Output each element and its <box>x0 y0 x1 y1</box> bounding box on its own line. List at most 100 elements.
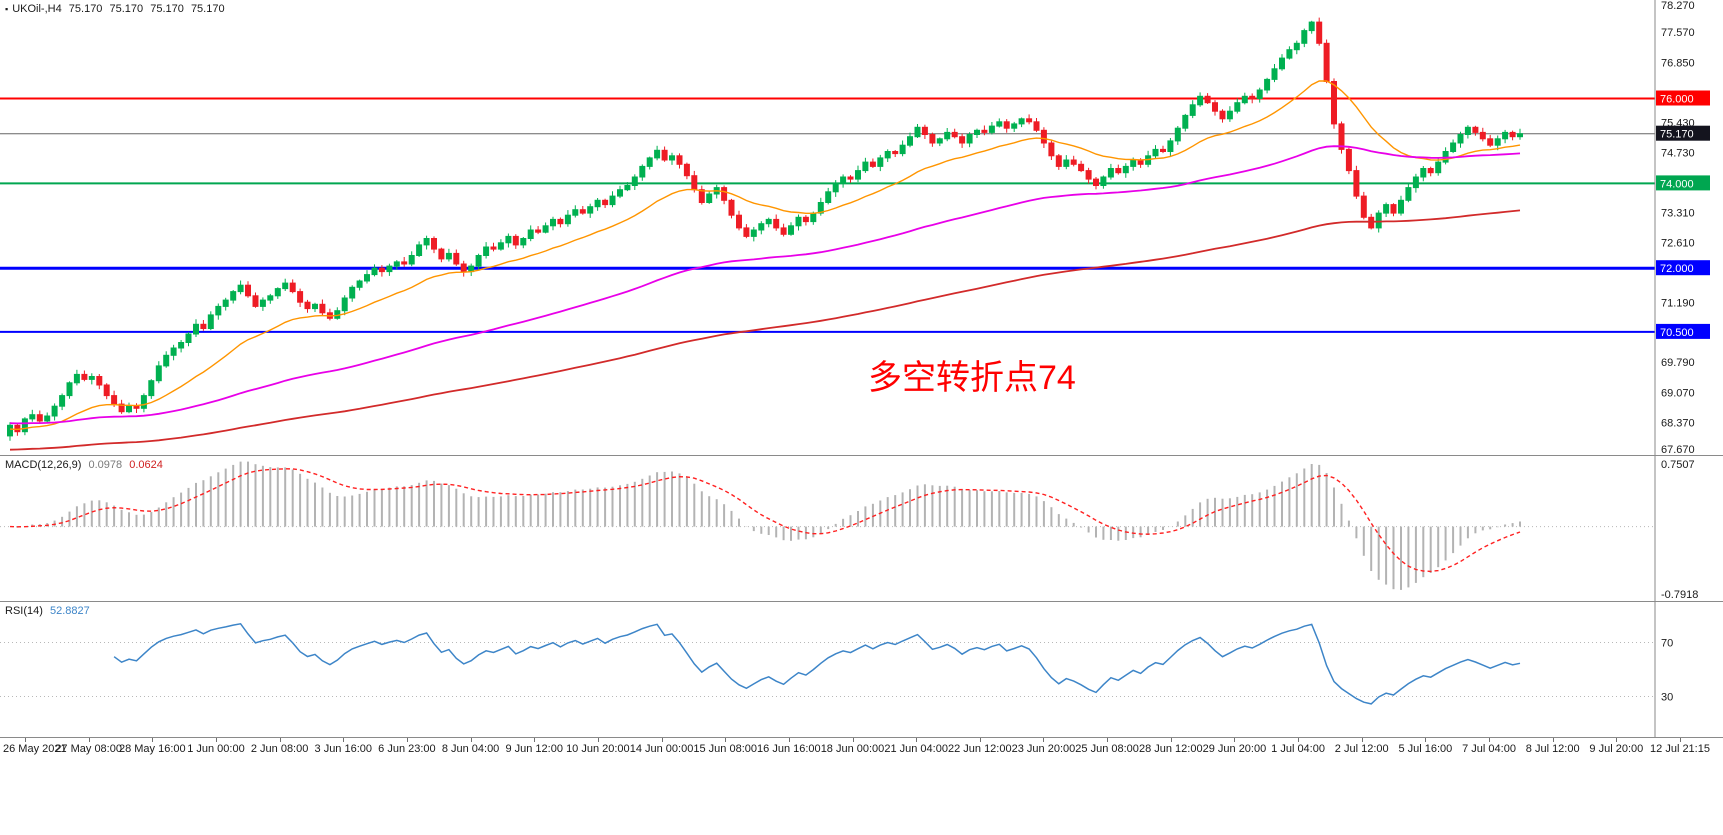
rsi-header: RSI(14) 52.8827 <box>5 605 94 617</box>
time-axis-tick <box>852 738 854 742</box>
rsi-line <box>113 622 1521 705</box>
macd-signal-line <box>9 468 1521 573</box>
time-axis-tick <box>597 738 599 742</box>
time-axis-label: 8 Jun 04:00 <box>441 743 500 755</box>
price-axis-tick-label: 67.670 <box>1661 444 1695 455</box>
time-axis-label: 7 Jul 04:00 <box>1462 743 1516 755</box>
time-axis-tick <box>1361 738 1363 742</box>
quote-low: 75.170 <box>150 3 184 15</box>
time-axis-label: 18 Jun 00:00 <box>820 743 885 755</box>
price-pane: 78.270 77.570 76.850 75.430 74.730 73.310 72.6… <box>0 0 1723 456</box>
time-axis-tick <box>788 738 790 742</box>
rsi-label: RSI(14) <box>5 605 43 617</box>
rsi-chart-canvas[interactable]: 70 30 <box>0 602 1723 737</box>
time-axis-tick <box>1043 738 1045 742</box>
time-axis-label: 23 Jun 20:00 <box>1011 743 1076 755</box>
symbol-marker-icon: ▪ <box>5 4 9 14</box>
time-axis-tick <box>916 738 918 742</box>
time-axis-label: 28 May 16:00 <box>118 743 186 755</box>
time-axis-tick <box>725 738 727 742</box>
price-badge <box>1656 260 1710 276</box>
quote-open: 75.170 <box>68 3 103 15</box>
time-axis-label: 27 May 08:00 <box>55 743 122 755</box>
time-axis-label: 28 Jun 12:00 <box>1138 743 1203 755</box>
price-badge-label: 74.000 <box>1660 178 1694 190</box>
time-axis-label: 26 May 2021 <box>3 743 67 755</box>
time-axis-tick <box>215 738 217 742</box>
time-axis-label: 2 Jul 12:00 <box>1334 743 1389 755</box>
price-axis-tick-label: 69.790 <box>1661 357 1695 369</box>
macd-chart-canvas[interactable]: 0.7507 -0.7918 <box>0 456 1723 601</box>
price-axis-tick-label: 76.850 <box>1661 57 1695 69</box>
time-axis[interactable]: 26 May 2021 27 May 08:00 28 May 16:00 1 Jun… <box>0 738 1723 835</box>
time-axis-tick <box>1170 738 1172 742</box>
time-axis-tick <box>470 738 472 742</box>
rsi-value: 52.8827 <box>49 605 90 617</box>
time-axis-label: 14 Jun 00:00 <box>629 743 694 755</box>
time-axis-label: 9 Jun 12:00 <box>505 743 563 755</box>
annotation-text[interactable]: 多空转折点74 <box>868 359 1076 397</box>
price-axis-tick-label: 68.370 <box>1661 417 1695 429</box>
time-axis-tick <box>1107 738 1109 742</box>
time-axis-tick <box>1616 738 1618 742</box>
time-axis-tick <box>661 738 663 742</box>
chart-title: ▪ UKOil-,H4 75.170 75.170 75.170 75.170 <box>5 3 229 15</box>
price-axis-tick-label: 77.570 <box>1661 27 1695 39</box>
time-axis-label: 5 Jul 16:00 <box>1398 743 1453 755</box>
price-badge-label: 72.000 <box>1660 263 1694 275</box>
macd-label: MACD(12,26,9) <box>5 459 82 471</box>
price-badge <box>1656 323 1710 339</box>
macd-header: MACD(12,26,9) 0.0978 0.0624 <box>5 459 167 471</box>
price-badge-label: 70.500 <box>1660 327 1694 339</box>
time-axis-label: 1 Jun 00:00 <box>187 743 245 755</box>
ma-mid-line <box>9 145 1521 425</box>
time-axis-label: 1 Jul 04:00 <box>1271 743 1325 755</box>
quote-high: 75.170 <box>109 3 144 15</box>
time-axis-label: 29 Jun 20:00 <box>1202 743 1267 755</box>
time-axis-tick <box>343 738 345 742</box>
time-axis-tick <box>979 738 981 742</box>
price-axis-tick-label: 78.270 <box>1661 0 1695 12</box>
ma-slow-line <box>9 209 1521 451</box>
macd-axis-max: 0.7507 <box>1661 459 1695 471</box>
price-axis-tick-label: 74.730 <box>1661 147 1695 159</box>
time-axis-tick <box>1298 738 1300 742</box>
time-axis-tick <box>88 738 90 742</box>
quote-close: 75.170 <box>190 3 225 15</box>
macd-histogram <box>16 461 1521 590</box>
time-axis-tick <box>534 738 536 742</box>
time-axis-tick <box>152 738 154 742</box>
time-axis-label: 22 Jun 12:00 <box>947 743 1012 755</box>
rsi-axis-label: 70 <box>1661 638 1673 650</box>
time-axis-label: 16 Jun 16:00 <box>757 743 821 755</box>
macd-axis-min: -0.7918 <box>1661 589 1698 601</box>
time-axis-tick <box>406 738 408 742</box>
time-axis-tick <box>1234 738 1236 742</box>
time-axis-tick <box>279 738 281 742</box>
price-chart-canvas[interactable]: 78.27077.57076.85075.43074.73073.31072.6… <box>0 0 1723 455</box>
price-badge <box>1656 175 1710 191</box>
time-axis-label: 25 Jun 08:00 <box>1075 743 1139 755</box>
time-axis-label: 21 Jun 04:00 <box>884 743 948 755</box>
symbol-label: UKOil-,H4 <box>12 3 62 15</box>
rsi-axis-label: 30 <box>1661 692 1673 704</box>
time-axis-tick <box>1552 738 1554 742</box>
time-axis-label: 6 Jun 23:00 <box>378 743 436 755</box>
ma-fast-line <box>9 80 1521 431</box>
time-axis-label: 12 Jul 21:15 <box>1650 743 1710 755</box>
time-axis-tick <box>1680 738 1681 742</box>
rsi-pane: 70 30 RSI(14) 52.8827 <box>0 602 1723 738</box>
time-axis-label: 9 Jul 20:00 <box>1589 743 1644 755</box>
price-axis-tick-label: 69.070 <box>1661 388 1695 400</box>
time-axis-label: 2 Jun 08:00 <box>250 743 309 755</box>
price-badge-label: 75.170 <box>1660 129 1694 141</box>
time-axis-label: 15 Jun 08:00 <box>693 743 757 755</box>
macd-signal-value: 0.0624 <box>129 459 163 471</box>
time-axis-label: 8 Jul 12:00 <box>1525 743 1580 755</box>
candles-series <box>7 17 1523 441</box>
price-axis-tick-label: 72.610 <box>1661 237 1695 249</box>
time-axis-label: 3 Jun 16:00 <box>314 743 373 755</box>
macd-pane: 0.7507 -0.7918 MACD(12,26,9) 0.0978 0.062… <box>0 456 1723 602</box>
time-axis-tick <box>1425 738 1427 742</box>
